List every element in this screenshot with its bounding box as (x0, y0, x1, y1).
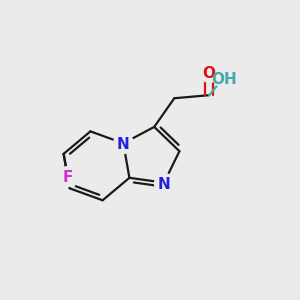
Text: F: F (62, 170, 73, 185)
Text: N: N (117, 137, 130, 152)
Text: O: O (203, 66, 216, 81)
Text: N: N (158, 177, 170, 192)
Text: OH: OH (211, 72, 237, 87)
